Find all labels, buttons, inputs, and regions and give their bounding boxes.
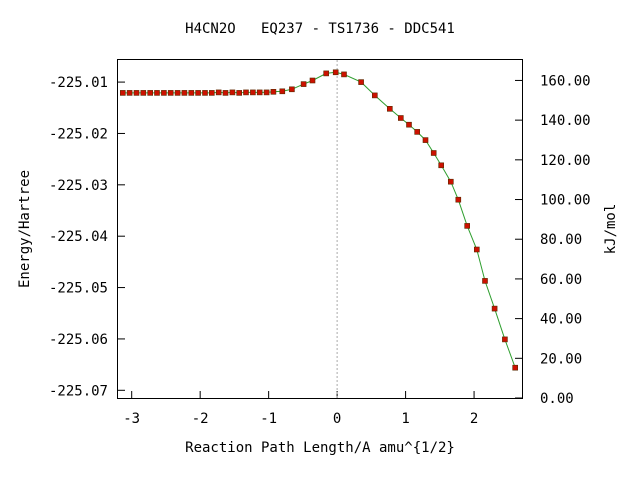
- data-point: [422, 137, 429, 143]
- y2-axis-label: kJ/mol: [603, 204, 619, 255]
- data-point: [161, 90, 167, 96]
- data-point: [309, 77, 316, 84]
- x-axis-label: Reaction Path Length/A amu^{1/2}: [185, 440, 455, 456]
- data-point: [371, 92, 378, 99]
- data-point: [414, 129, 421, 135]
- data-point: [263, 89, 270, 96]
- series-line: [122, 71, 516, 368]
- data-point: [140, 90, 147, 96]
- data-point: [473, 246, 480, 253]
- data-point: [430, 150, 437, 156]
- y-tick-label: -225.04: [49, 229, 108, 245]
- x-axis: -3 -2 -1 0 1 2: [123, 391, 478, 427]
- x-tick-label: 1: [401, 411, 409, 427]
- data-point: [209, 90, 215, 96]
- y2-tick-label: 160.00: [540, 73, 591, 89]
- y2-tick-label: 0.00: [540, 391, 574, 407]
- data-point: [215, 89, 222, 96]
- y-axis-label: Energy/Hartree: [17, 170, 33, 288]
- y2-tick-label: 80.00: [540, 232, 582, 248]
- data-point: [358, 79, 364, 85]
- data-point: [174, 90, 181, 96]
- data-point: [222, 90, 229, 96]
- y-tick-label: -225.02: [49, 126, 108, 142]
- y-tick-label: -225.03: [49, 178, 108, 194]
- chart-title: H4CN2O EQ237 - TS1736 - DDC541: [185, 21, 455, 37]
- data-point: [154, 90, 160, 96]
- data-point: [397, 115, 404, 121]
- plot-area: [117, 59, 523, 399]
- data-point: [512, 364, 519, 371]
- y-tick-label: -225.07: [49, 383, 108, 399]
- data-point: [229, 89, 236, 96]
- data-point: [406, 121, 412, 128]
- y-tick-label: -225.06: [49, 332, 108, 348]
- data-point: [256, 89, 263, 96]
- y2-tick-label: 20.00: [540, 351, 582, 367]
- data-point: [502, 336, 508, 343]
- x-tick-label: -1: [260, 411, 277, 427]
- data-point: [447, 178, 454, 185]
- data-point: [491, 305, 498, 312]
- data-point: [250, 89, 256, 96]
- data-point: [270, 89, 277, 95]
- energy-series: [120, 69, 519, 371]
- data-point: [133, 90, 140, 96]
- data-point: [323, 70, 330, 77]
- y2-tick-label: 120.00: [540, 153, 591, 169]
- y-tick-label: -225.01: [49, 75, 108, 91]
- data-point: [279, 88, 286, 95]
- x-tick-label: -2: [192, 411, 209, 427]
- y2-tick-label: 140.00: [540, 113, 591, 129]
- data-point: [455, 196, 462, 203]
- data-point: [438, 162, 445, 169]
- data-point: [341, 71, 347, 78]
- y2-tick-label: 60.00: [540, 272, 582, 288]
- data-point: [120, 90, 126, 96]
- data-point: [236, 90, 242, 96]
- data-point: [181, 90, 188, 96]
- data-point: [188, 90, 195, 96]
- data-point: [332, 69, 339, 76]
- data-point: [147, 90, 153, 96]
- data-point: [482, 278, 488, 284]
- x-tick-label: 0: [333, 411, 341, 427]
- data-point: [243, 89, 249, 96]
- data-point: [167, 90, 174, 96]
- kj-mol-axis: 0.00 20.00 40.00 60.00 80.00 100.00 120.00 140.…: [515, 73, 591, 407]
- data-point: [195, 90, 201, 96]
- data-point: [464, 223, 471, 229]
- x-tick-label: -3: [123, 411, 140, 427]
- data-point: [126, 90, 133, 96]
- data-point: [289, 86, 295, 93]
- x-tick-label: 2: [470, 411, 478, 427]
- data-point: [300, 81, 307, 87]
- data-point: [202, 90, 208, 96]
- y2-tick-label: 100.00: [540, 193, 591, 209]
- y-tick-label: -225.05: [49, 281, 108, 297]
- energy-axis: -225.01 -225.02 -225.03 -225.04 -225.05 -225.…: [49, 75, 125, 399]
- data-point: [386, 106, 393, 112]
- y2-tick-label: 40.00: [540, 312, 582, 328]
